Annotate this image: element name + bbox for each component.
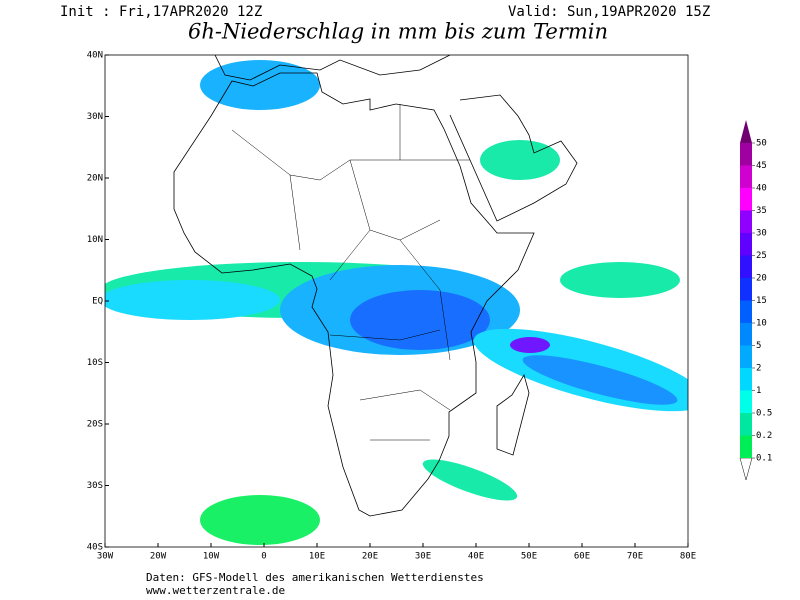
lat-label: EQ (92, 297, 103, 307)
footer-source: Daten: GFS-Modell des amerikanischen Wet… (146, 571, 484, 584)
lon-label: 30E (415, 552, 431, 562)
lat-label: 40N (87, 51, 103, 61)
legend-lower-cap (739, 457, 753, 481)
lon-label: 30W (97, 552, 114, 562)
lon-label: 60E (574, 552, 590, 562)
legend-swatch (740, 368, 752, 391)
precip-cell (480, 140, 560, 180)
legend-label: 0.1 (756, 454, 772, 464)
madagascar-coast (496, 373, 530, 456)
legend-swatch (740, 165, 752, 188)
legend-swatch (740, 413, 752, 436)
africa-coast (173, 72, 535, 517)
legend-label: 10 (756, 319, 767, 329)
lat-label: 20N (87, 174, 103, 184)
legend-label: 0.2 (756, 431, 772, 441)
legend-label: 35 (756, 206, 767, 216)
legend-swatch (740, 345, 752, 368)
legend-swatch (740, 233, 752, 256)
precip-core (522, 355, 678, 405)
legend-swatch (740, 390, 752, 413)
precip-cell (560, 262, 680, 298)
precipitation (105, 60, 688, 545)
lon-label: 50E (521, 552, 537, 562)
title: 6h-Niederschlag in mm bis zum Termin (188, 20, 608, 44)
legend-swatch (740, 188, 752, 211)
lon-label: 10W (203, 552, 220, 562)
legend-swatch (740, 300, 752, 323)
footer-url: www.wetterzentrale.de (146, 584, 285, 597)
lon-label: 40E (468, 552, 484, 562)
valid-time: Valid: Sun,19APR2020 15Z (508, 4, 710, 20)
precip-peak (510, 337, 550, 353)
precip-cell (422, 459, 518, 501)
legend-swatch (740, 278, 752, 301)
lat-label: 20S (87, 420, 103, 430)
legend-label: 20 (756, 274, 767, 284)
lat-label: 10N (87, 235, 103, 245)
legend-label: 1 (756, 386, 761, 396)
lon-label: 70E (627, 552, 643, 562)
legend-label: 30 (756, 229, 767, 239)
legend-label: 50 (756, 139, 767, 149)
arabia-coast (449, 94, 578, 222)
precip-cell (200, 495, 320, 545)
legend-swatch (740, 255, 752, 278)
lon-label: 20E (362, 552, 378, 562)
legend-label: 5 (756, 341, 761, 351)
init-time: Init : Fri,17APR2020 12Z (60, 4, 262, 20)
legend-label: 0.5 (756, 409, 772, 419)
precip-band (105, 280, 280, 320)
lon-label: 20W (150, 552, 167, 562)
country-borders (231, 104, 470, 441)
europe-coast (214, 55, 451, 81)
legend-upper-cap (740, 120, 752, 143)
lon-label: 0 (261, 552, 266, 562)
map-area (105, 55, 688, 545)
legend-label: 15 (756, 296, 767, 306)
precip-cell (200, 60, 320, 110)
lat-label: 30S (87, 481, 103, 491)
legend-swatch (740, 143, 752, 166)
precip-core (350, 290, 490, 350)
legend-swatch (740, 323, 752, 346)
lat-label: 40S (87, 543, 103, 553)
lon-label: 80E (680, 552, 696, 562)
legend-label: 45 (756, 161, 767, 171)
legend-label: 25 (756, 251, 767, 261)
lat-label: 30N (87, 112, 103, 122)
legend-swatch (740, 210, 752, 233)
lat-label: 10S (87, 358, 103, 368)
legend-swatch (740, 435, 752, 458)
legend-label: 40 (756, 184, 767, 194)
lon-label: 10E (309, 552, 325, 562)
legend-label: 2 (756, 364, 761, 374)
